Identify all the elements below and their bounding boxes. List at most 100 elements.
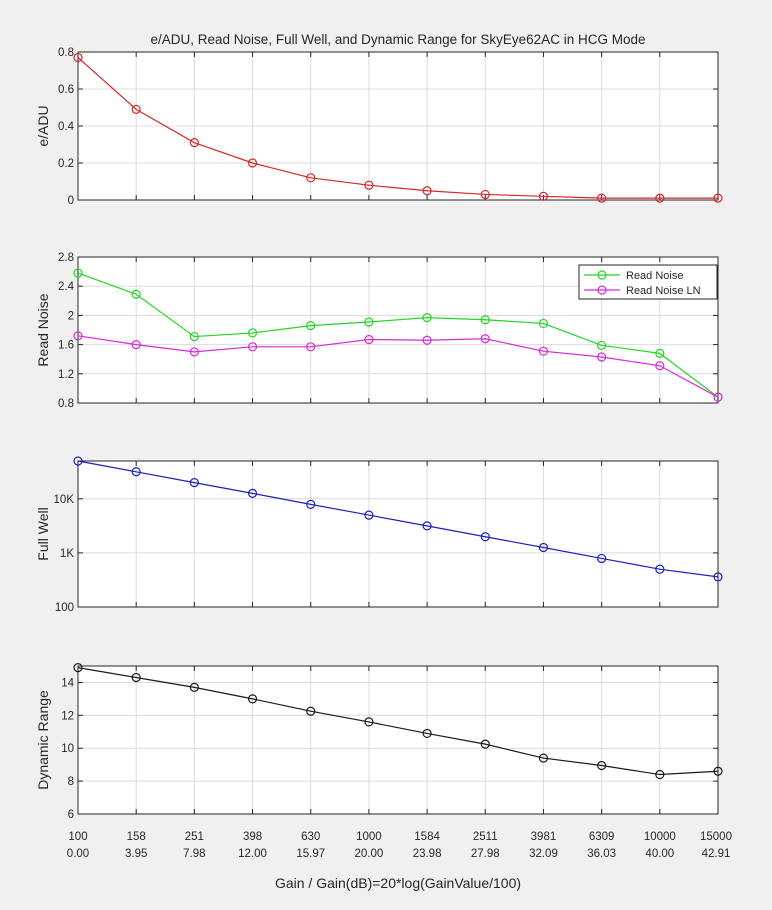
series-line-1 — [77, 57, 718, 199]
data-point-marker — [247, 694, 258, 704]
chart-panel-1: 0 0.2 0.4 0.6 0.8 e/ADU — [35, 47, 723, 207]
y-tick-label: 8 — [68, 776, 74, 788]
y-axis-label: Full Well — [35, 507, 51, 560]
x-tick-label-gain: 158 — [127, 831, 146, 843]
data-point-marker — [422, 335, 432, 345]
x-tick-label-db: 7.98 — [183, 848, 205, 860]
x-tick-label-gain: 6309 — [589, 831, 615, 843]
x-tick-label-db: 42.91 — [702, 848, 731, 860]
x-tick-label-gain: 15000 — [700, 831, 732, 843]
legend-swatch-marker — [597, 270, 607, 280]
data-point-marker — [480, 315, 490, 325]
y-tick-label: 0.8 — [58, 398, 74, 410]
data-point-marker — [189, 347, 199, 357]
data-point-marker — [713, 572, 723, 582]
data-point-marker — [364, 510, 374, 520]
data-point-marker — [538, 191, 549, 201]
data-point-marker — [306, 706, 316, 716]
plot-area — [77, 460, 719, 608]
x-tick-label-db: 20.00 — [355, 848, 384, 860]
x-tick-labels-db: 0.00 3.95 7.98 12.00 15.97 20.00 23.98 27.98 32.… — [67, 848, 731, 860]
data-point-marker — [306, 499, 316, 509]
data-point-marker — [422, 521, 432, 531]
data-point-marker — [538, 753, 549, 763]
plot-frame — [77, 256, 719, 404]
data-point-marker — [73, 456, 83, 466]
data-point-marker — [189, 138, 199, 148]
y-tick-label: 14 — [61, 677, 74, 689]
plot-area — [77, 665, 719, 815]
x-tick-label-gain: 251 — [185, 831, 204, 843]
data-point-marker — [655, 769, 665, 780]
data-point-marker — [597, 553, 607, 564]
y-tick-label: 0.8 — [58, 47, 74, 59]
data-point-marker — [364, 717, 374, 727]
data-point-marker — [306, 342, 316, 352]
legend-swatch-marker — [597, 285, 607, 295]
data-point-marker — [131, 340, 141, 350]
y-tick-label: 1.2 — [58, 369, 74, 381]
plot-frame — [77, 51, 719, 201]
data-point-marker — [189, 478, 199, 488]
x-tick-label-gain: 3981 — [531, 831, 557, 843]
y-tick-label: 0.6 — [58, 84, 74, 96]
data-point-marker — [131, 104, 141, 114]
x-tick-label-db: 15.97 — [296, 848, 325, 860]
data-point-marker — [597, 760, 607, 771]
y-tick-label: 2.8 — [58, 252, 74, 264]
legend-entry-label: Read Noise — [626, 270, 683, 282]
series-line-1 — [77, 667, 719, 776]
data-point-marker — [538, 542, 549, 553]
series-line-1 — [77, 272, 719, 398]
x-tick-label-db: 3.95 — [125, 848, 147, 860]
data-point-marker — [655, 193, 665, 203]
data-point-marker — [713, 392, 723, 402]
data-point-marker — [597, 193, 607, 203]
x-tick-label-db: 27.98 — [471, 848, 500, 860]
data-point-marker — [480, 739, 490, 749]
figure-title: e/ADU, Read Noise, Full Well, and Dynami… — [151, 32, 646, 47]
data-point-marker — [422, 186, 432, 196]
x-tick-label-gain: 1584 — [414, 831, 440, 843]
data-point-marker — [306, 173, 316, 183]
data-point-marker — [189, 331, 199, 342]
data-point-marker — [422, 312, 432, 323]
x-tick-label-gain: 1000 — [356, 831, 382, 843]
data-point-marker — [480, 189, 490, 200]
data-point-marker — [364, 334, 374, 345]
data-point-marker — [655, 348, 665, 358]
x-tick-label-db: 36.03 — [587, 848, 616, 860]
y-tick-label: 100 — [55, 602, 74, 614]
plot-frame — [77, 460, 719, 608]
y-tick-label: 0.4 — [58, 121, 75, 133]
data-point-marker — [480, 532, 490, 542]
data-point-marker — [131, 467, 141, 477]
x-axis-label: Gain / Gain(dB)=20*log(GainValue/100) — [275, 875, 521, 891]
data-point-marker — [364, 317, 374, 327]
data-point-marker — [364, 180, 374, 190]
data-point-marker — [597, 340, 607, 350]
data-point-marker — [247, 328, 258, 338]
x-tick-label-db: 40.00 — [645, 848, 674, 860]
y-axis-label: Read Noise — [35, 293, 51, 366]
y-tick-label: 10K — [54, 494, 75, 506]
y-tick-label: 1.6 — [58, 340, 74, 352]
data-point-marker — [247, 158, 258, 168]
y-tick-label: 0.2 — [58, 158, 74, 170]
x-tick-label-gain: 100 — [68, 831, 87, 843]
y-tick-label: 0 — [68, 195, 74, 207]
data-point-marker — [597, 352, 607, 362]
legend-entry-label: Read Noise LN — [626, 285, 701, 297]
data-point-marker — [73, 331, 83, 341]
y-axis-label: e/ADU — [35, 105, 51, 146]
y-tick-label: 6 — [68, 809, 74, 821]
data-point-marker — [189, 682, 199, 692]
legend: Read Noise Read Noise LN — [578, 264, 718, 300]
chart-panel-4: 6 8 10 12 14 Dynamic Range — [35, 663, 723, 821]
data-point-marker — [247, 488, 258, 498]
x-tick-label-db: 32.09 — [529, 848, 558, 860]
data-point-marker — [480, 334, 490, 344]
